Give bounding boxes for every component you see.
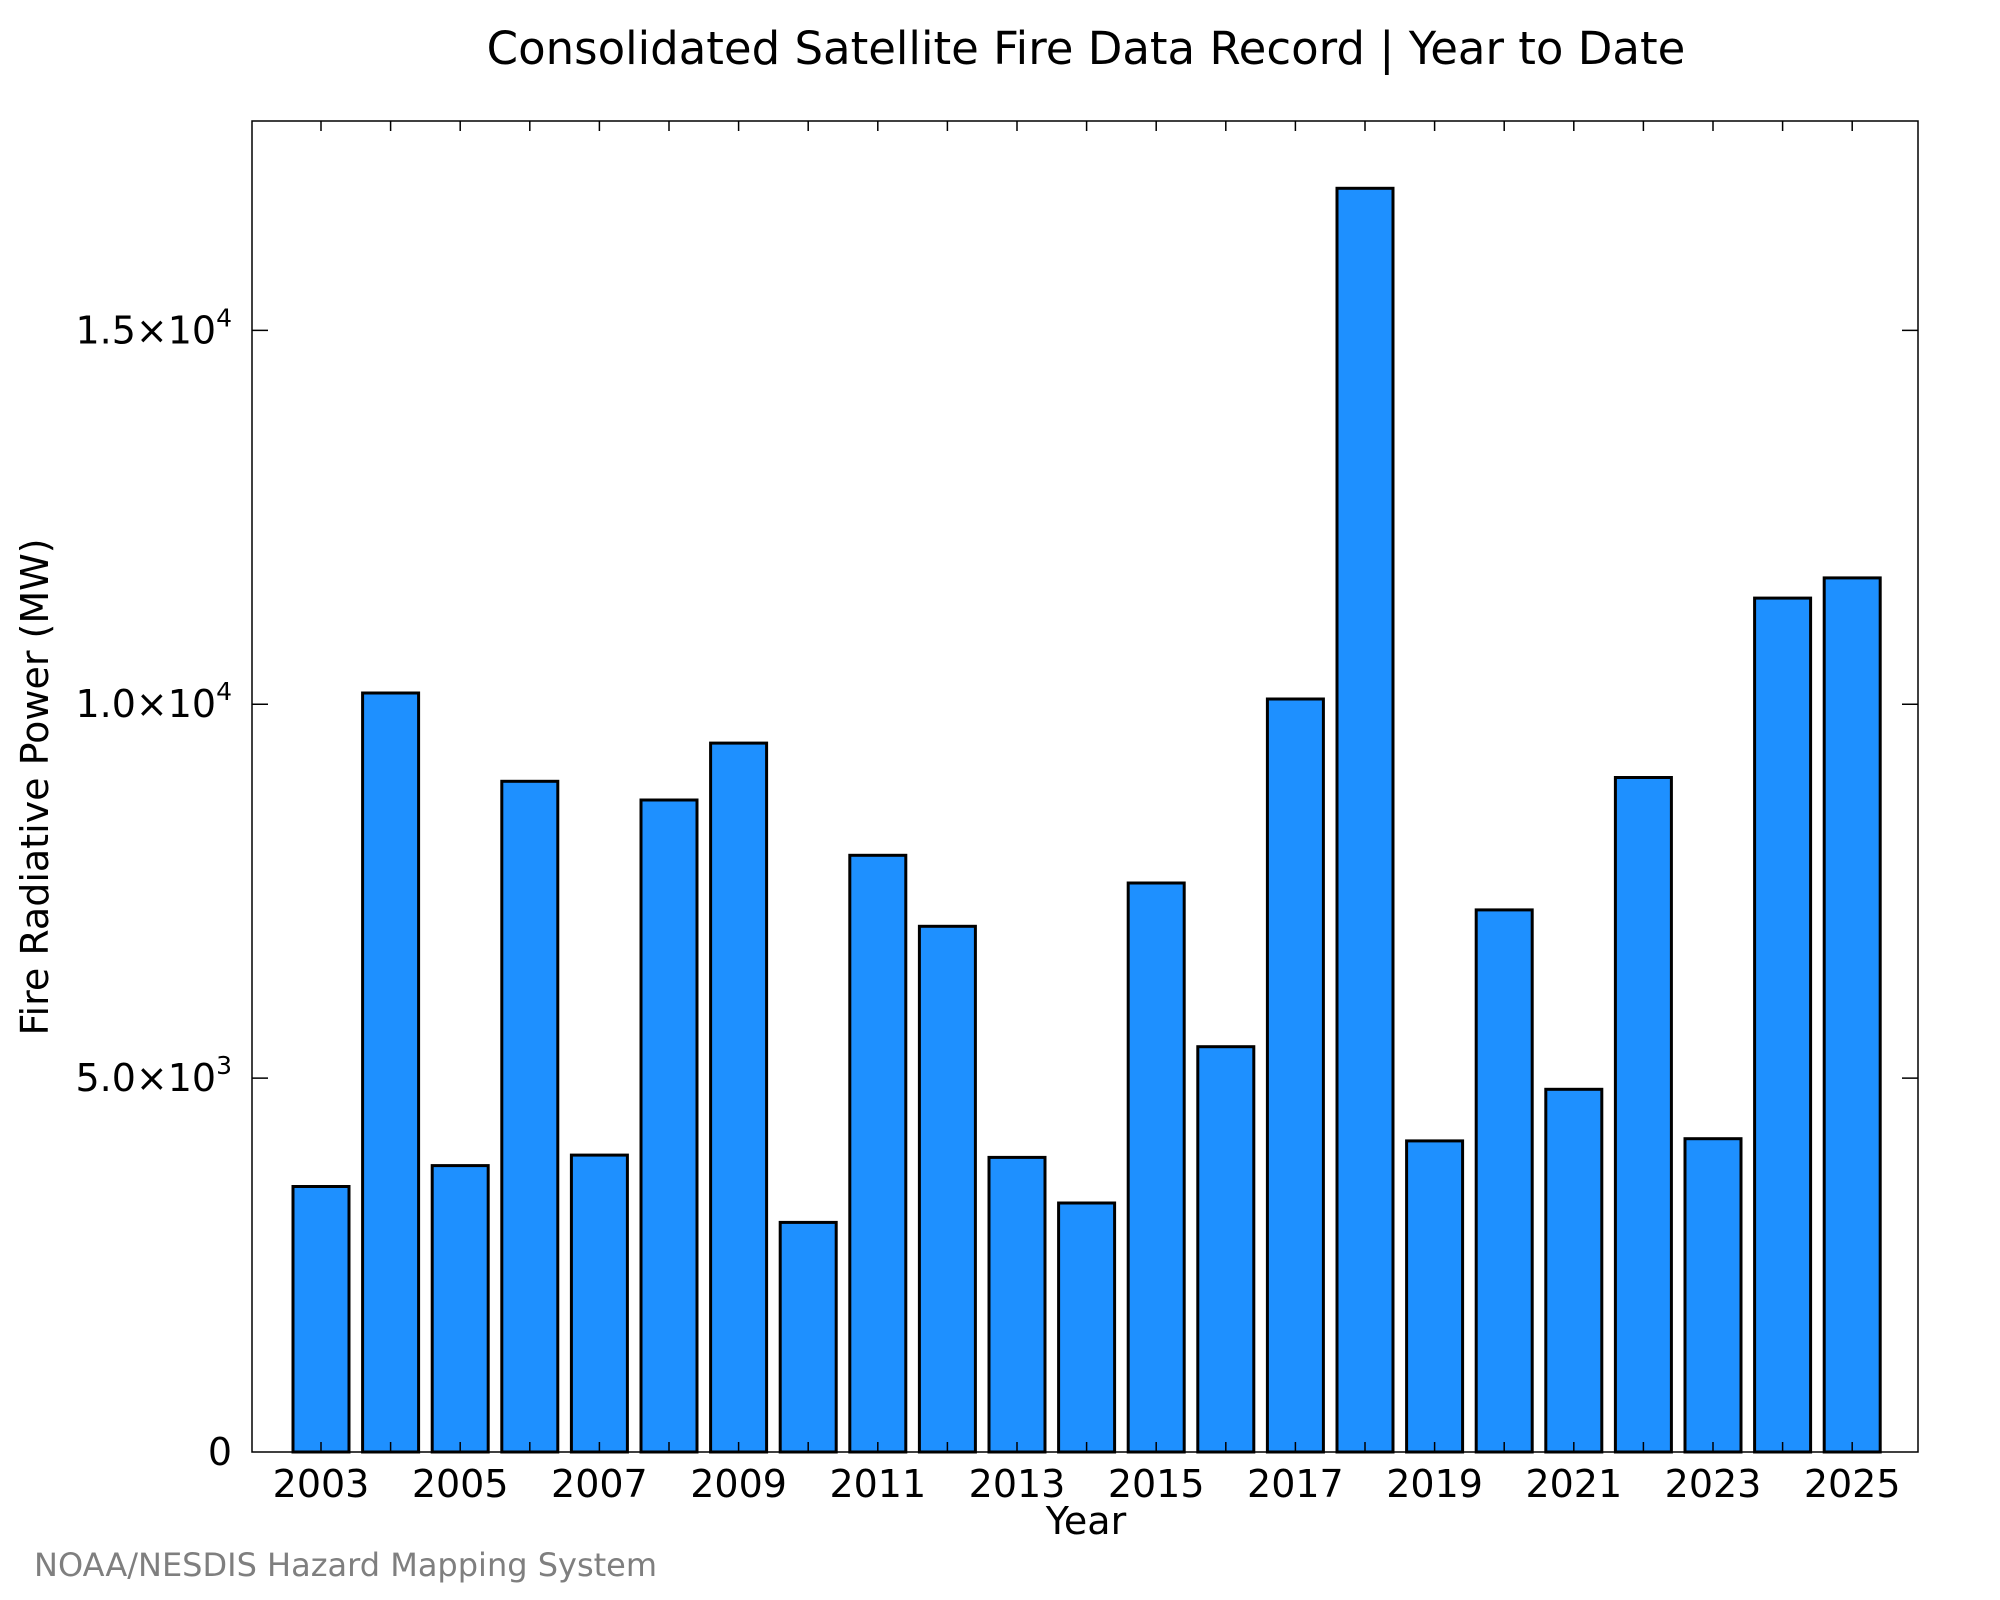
chart-title: Consolidated Satellite Fire Data Record … xyxy=(487,22,1686,75)
x-tick-label: 2019 xyxy=(1386,1462,1483,1506)
x-axis-label: Year xyxy=(1045,1499,1127,1543)
y-axis-label: Fire Radiative Power (MW) xyxy=(13,538,57,1035)
bar-2010 xyxy=(778,1220,838,1454)
credit-text: NOAA/NESDIS Hazard Mapping System xyxy=(34,1546,657,1584)
bar-2014 xyxy=(1057,1201,1117,1454)
bar-2016 xyxy=(1196,1045,1256,1454)
bar-2009 xyxy=(709,741,769,1454)
bar-2019 xyxy=(1405,1139,1465,1454)
bar-2023 xyxy=(1683,1137,1743,1454)
x-tick-label: 2017 xyxy=(1247,1462,1344,1506)
x-tick-label: 2005 xyxy=(412,1462,509,1506)
bar-2004 xyxy=(361,691,421,1454)
bar-2008 xyxy=(639,798,699,1454)
x-tick-label: 2007 xyxy=(551,1462,648,1506)
y-ticks: 0 5.0×103 1.0×104 1.5×104 xyxy=(75,303,1918,1474)
bar-2007 xyxy=(569,1153,629,1454)
bar-2025 xyxy=(1822,576,1882,1454)
bar-2013 xyxy=(987,1155,1047,1454)
x-ticks: 2003 2005 2007 2009 2011 2013 2015 2017 2019 2021… xyxy=(273,121,1901,1506)
x-tick-label: 2015 xyxy=(1108,1462,1205,1506)
y-tick-label: 1.0×104 xyxy=(75,677,232,726)
bar-2003 xyxy=(291,1185,351,1454)
bar-2005 xyxy=(430,1164,490,1454)
bar-2012 xyxy=(917,924,977,1454)
bar-2011 xyxy=(848,853,908,1454)
y-tick-label: 0 xyxy=(208,1430,232,1474)
bar-2020 xyxy=(1474,908,1534,1454)
y-tick-label: 5.0×103 xyxy=(75,1051,232,1100)
x-tick-label: 2021 xyxy=(1525,1462,1622,1506)
bar-2024 xyxy=(1753,596,1813,1454)
bar-2015 xyxy=(1126,881,1186,1454)
bar-2017 xyxy=(1265,697,1325,1454)
bar-2021 xyxy=(1544,1087,1604,1454)
x-tick-label: 2011 xyxy=(829,1462,926,1506)
bar-2006 xyxy=(500,779,560,1454)
x-tick-label: 2023 xyxy=(1665,1462,1762,1506)
x-tick-label: 2003 xyxy=(273,1462,370,1506)
bar-2022 xyxy=(1613,776,1673,1454)
x-tick-label: 2013 xyxy=(969,1462,1066,1506)
bars-layer xyxy=(291,186,1882,1454)
bar-2018 xyxy=(1335,186,1395,1454)
x-tick-label: 2025 xyxy=(1804,1462,1901,1506)
x-tick-label: 2009 xyxy=(690,1462,787,1506)
y-tick-label: 1.5×104 xyxy=(75,303,232,352)
